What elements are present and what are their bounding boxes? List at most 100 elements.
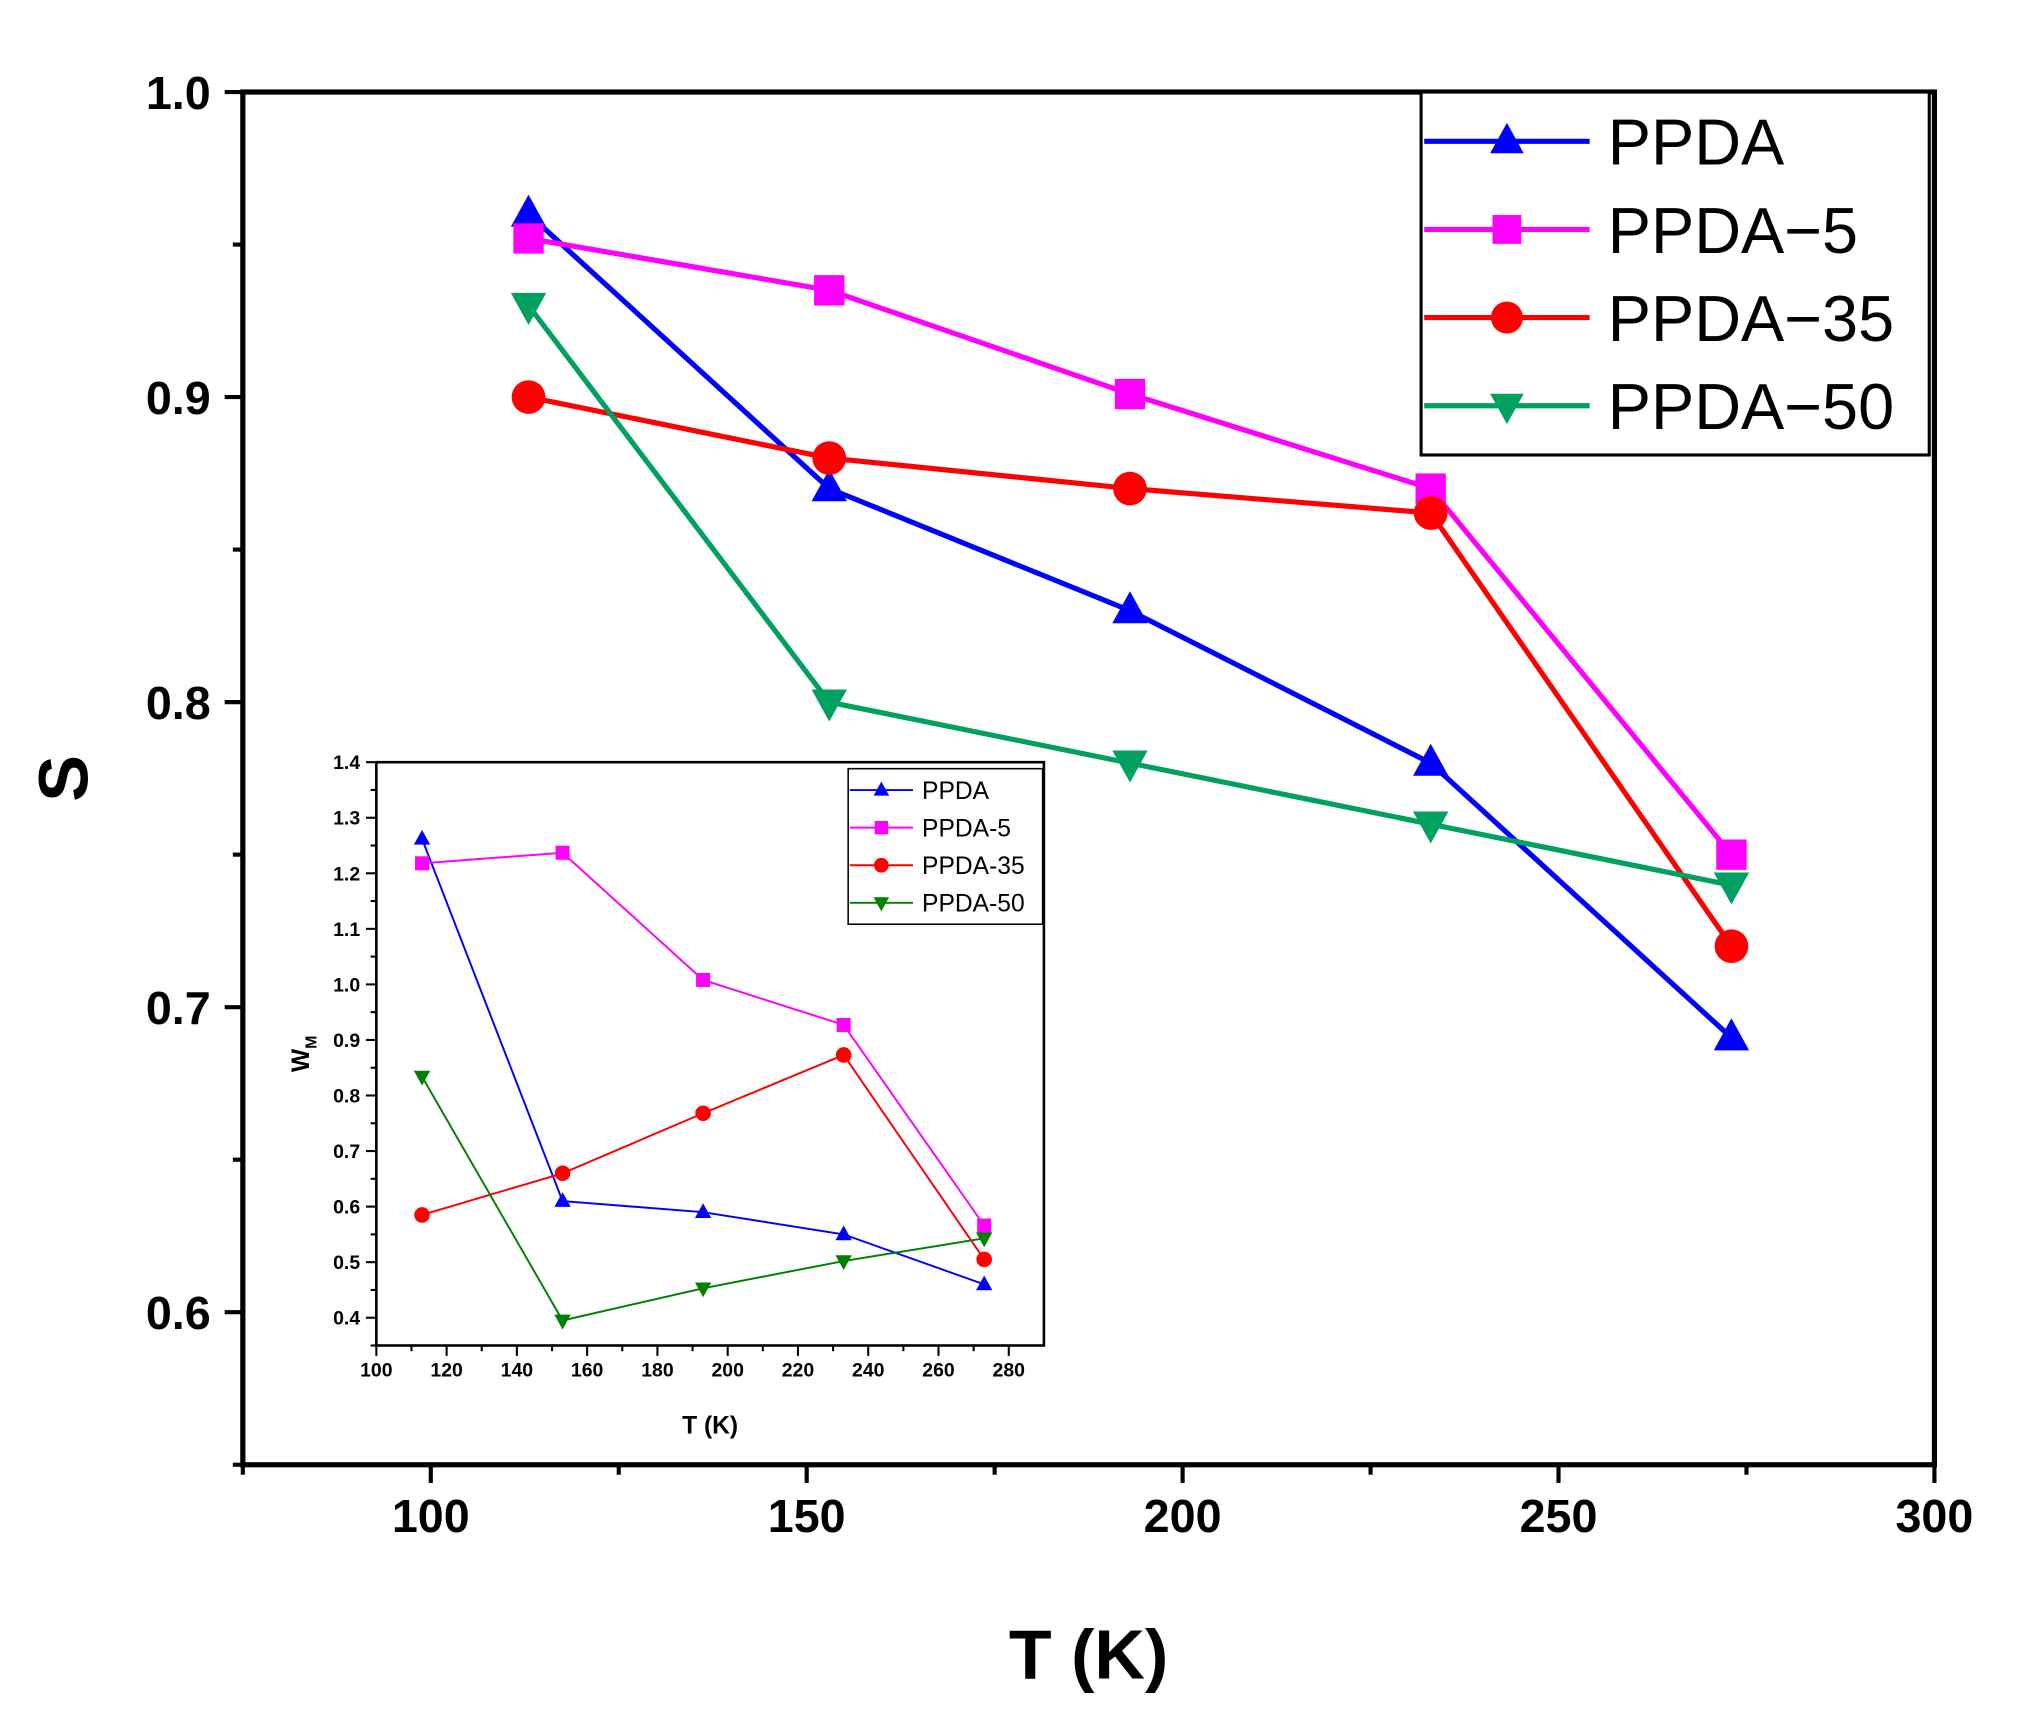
y-axis-label-text: S [24,755,102,802]
data-point [835,1047,852,1063]
legend-label: PPDA−5 [1608,194,1858,267]
legend-label: PPDA−50 [1608,370,1894,443]
y-axis-label-subscript: M [303,1036,320,1049]
data-point [695,1105,711,1122]
data-point [1112,750,1148,783]
legend-label: PPDA [922,778,990,805]
legend: PPDA PPDA-5 PPDA-35 PPDA-50 [847,767,1044,925]
y-tick-label: 0.7 [333,1141,360,1163]
x-tick-label: 260 [922,1359,955,1381]
data-point [835,1225,852,1241]
y-tick-label: 1.0 [146,67,211,119]
x-tick-label: 220 [782,1359,815,1381]
x-tick-label: 240 [852,1359,885,1381]
data-point [976,1232,993,1248]
plot-frame [375,760,1046,1347]
data-point [555,845,570,860]
series-0 [510,194,1750,1051]
data-point [694,1203,712,1219]
y-axis-label: S [24,755,102,802]
legend-marker [1490,122,1524,154]
data-point [1716,839,1747,870]
legend-marker [1490,301,1523,334]
x-tick-label: 120 [430,1359,463,1381]
data-point [413,829,431,845]
x-tick-label: 280 [993,1359,1026,1381]
y-tick-label: 1.2 [333,863,360,885]
data-point [554,1192,571,1207]
y-tick-label: 0.8 [333,1086,360,1108]
y-tick-label: 0.6 [146,1287,211,1339]
legend-marker [874,820,889,835]
y-tick-label: 1.1 [333,919,360,941]
data-point [510,292,547,325]
data-point [1714,929,1749,964]
legend-label: PPDA-35 [922,853,1025,880]
legend: PPDA PPDA−5 PPDA−35 PPDA−50 [1419,90,1931,457]
inset-plot: 100 120 140 160 180 200 220 240 260 280 0.4 0.5 0.6 0… [288,752,1046,1440]
legend-label: PPDA [1608,106,1785,179]
y-tick-label: 0.4 [333,1308,360,1330]
data-point [413,1070,431,1086]
data-point [1713,1018,1750,1051]
legend-marker [873,897,890,912]
data-point [694,1282,712,1298]
data-point [811,469,847,502]
data-point [1413,811,1449,844]
data-point [696,972,711,987]
x-tick-label: 140 [501,1359,534,1381]
data-point [811,689,847,722]
x-tick-label: 250 [1520,1490,1598,1542]
data-point [814,275,845,306]
data-point [977,1218,992,1233]
x-tick-label: 100 [360,1359,393,1381]
data-point [513,223,544,254]
y-tick-label: 0.6 [333,1197,360,1219]
y-tick-label: 0.9 [333,1030,360,1052]
legend-marker [873,857,889,873]
data-point [1713,872,1750,905]
data-point [836,1017,851,1032]
y-axis-label: WM [288,1036,320,1073]
series-2 [511,380,1749,964]
data-point [976,1275,993,1291]
data-point [1413,743,1449,776]
data-point [1114,378,1146,410]
data-point [1112,591,1148,624]
legend-label: PPDA−35 [1608,282,1894,355]
data-point [414,1207,430,1223]
legend-label: PPDA-5 [922,816,1011,843]
series-2 [414,1047,992,1268]
main-plot: 100 150 200 250 300 0.6 0.7 0.8 0.9 1.0 T (K) S PPDA… [24,67,1973,1694]
data-point [976,1251,992,1268]
data-point [1413,496,1448,530]
x-axis-label: T (K) [1009,1616,1168,1694]
y-tick-label: 0.8 [146,677,211,729]
legend-marker [1492,215,1522,244]
data-point [415,856,430,871]
y-tick-label: 0.9 [146,372,211,424]
x-tick-label: 300 [1895,1490,1973,1542]
series-3 [413,1070,993,1330]
x-tick-label: 200 [1144,1490,1222,1542]
series-1 [415,845,992,1233]
legend-label: PPDA-50 [922,891,1025,918]
data-point [1113,471,1147,506]
data-point [835,1255,852,1271]
series-3 [510,292,1750,905]
x-tick-label: 150 [768,1490,846,1542]
y-tick-label: 1.4 [333,752,360,774]
x-tick-label: 160 [571,1359,604,1381]
data-point [510,194,547,227]
series-1 [513,223,1747,870]
y-axis-label-text: W [288,1048,315,1072]
series-line [421,1053,985,1260]
x-tick-label: 100 [392,1490,470,1542]
x-axis-label: T (K) [682,1413,738,1440]
x-tick-label: 200 [711,1359,744,1381]
y-tick-label: 0.5 [333,1252,360,1274]
x-tick-label: 180 [641,1359,674,1381]
data-point [511,380,546,414]
data-point [554,1165,571,1182]
